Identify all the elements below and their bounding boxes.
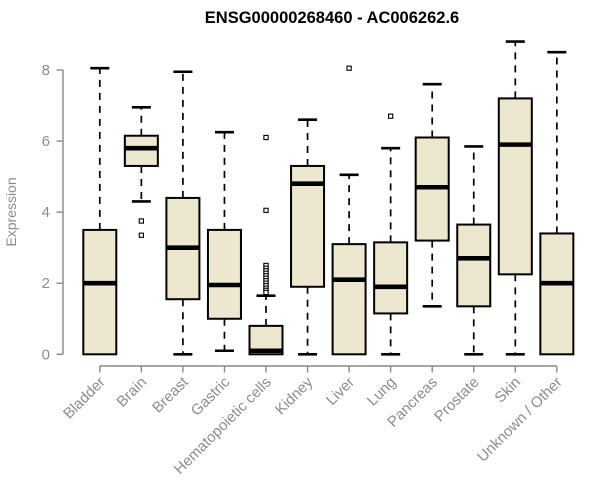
- x-tick-label: Prostate: [431, 374, 483, 426]
- iqr-box: [123, 134, 159, 167]
- x-tick-label: Breast: [149, 373, 192, 416]
- y-tick-label: 8: [42, 62, 50, 79]
- boxplot-unknown-other: [539, 50, 575, 356]
- x-tick-label: Kidney: [272, 373, 317, 418]
- iqr-box: [331, 243, 367, 356]
- boxplot-pancreas: [414, 82, 450, 308]
- y-tick-label: 4: [42, 204, 50, 221]
- boxplot-breast: [165, 70, 201, 356]
- boxplot-prostate: [456, 145, 492, 356]
- chart-title: ENSG00000268460 - AC006262.6: [205, 9, 459, 27]
- boxplot-kidney: [290, 118, 326, 356]
- iqr-box: [82, 228, 118, 356]
- boxplot-skin: [497, 40, 533, 356]
- iqr-box: [456, 223, 492, 308]
- boxplot-liver: [331, 65, 367, 356]
- x-tick-label: Liver: [323, 374, 358, 409]
- boxplot-lung: [373, 113, 409, 356]
- x-tick-label: Lung: [364, 374, 400, 410]
- y-tick-label: 6: [42, 133, 50, 150]
- outlier-point: [263, 289, 269, 296]
- outlier-point: [346, 65, 352, 71]
- y-axis-label: Expression: [3, 177, 19, 246]
- boxplot-gastric: [206, 130, 242, 353]
- outlier-point: [263, 134, 269, 141]
- iqr-box: [206, 228, 242, 320]
- boxplot-hematopoietic-cells: [248, 134, 284, 356]
- iqr-box: [539, 232, 575, 356]
- x-tick-label: Skin: [491, 374, 524, 407]
- outlier-point: [387, 113, 394, 119]
- outlier-point: [138, 218, 144, 224]
- y-tick-label: 0: [42, 346, 50, 363]
- iqr-box: [290, 164, 326, 288]
- boxplot-bladder: [82, 66, 118, 356]
- outlier-point: [138, 232, 144, 238]
- iqr-box: [497, 97, 533, 276]
- iqr-box: [373, 241, 409, 315]
- boxplot-brain: [123, 105, 159, 238]
- outlier-point: [263, 207, 269, 214]
- y-tick-label: 2: [42, 275, 50, 292]
- x-tick-label: Brain: [113, 374, 150, 411]
- x-tick-label: Bladder: [60, 374, 109, 423]
